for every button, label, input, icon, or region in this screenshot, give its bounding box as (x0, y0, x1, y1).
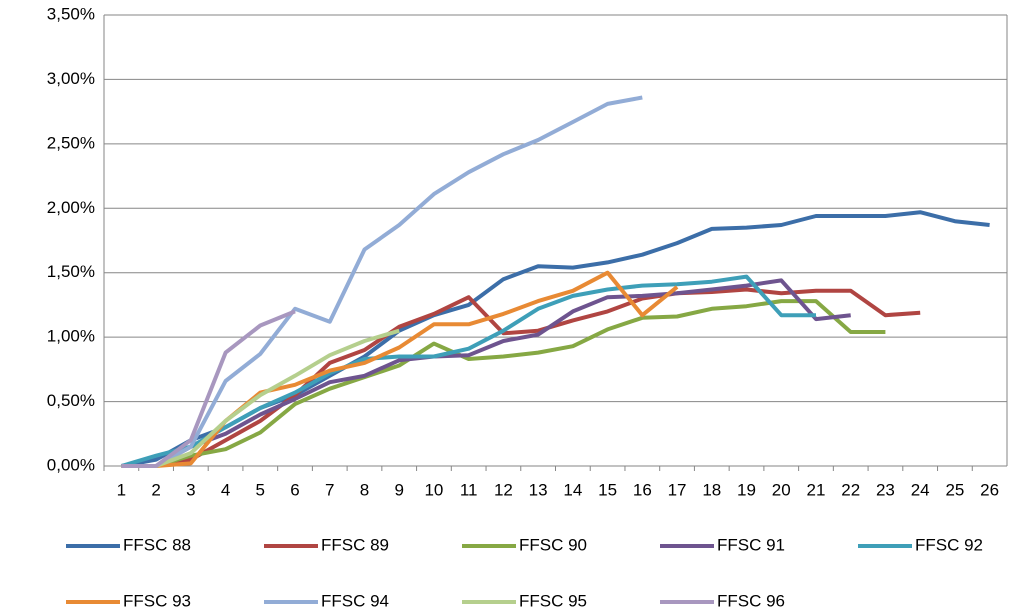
legend-label: FFSC 89 (321, 535, 389, 554)
x-tick-label: 18 (702, 480, 721, 499)
y-tick-label: 2,00% (47, 198, 95, 217)
x-tick-label: 12 (494, 480, 513, 499)
x-tick-label: 13 (529, 480, 548, 499)
legend-label: FFSC 93 (123, 591, 191, 610)
series-line (121, 287, 921, 468)
x-tick-label: 9 (394, 480, 403, 499)
x-tick-label: 24 (911, 480, 930, 499)
x-tick-label: 21 (807, 480, 826, 499)
legend-label: FFSC 91 (717, 535, 785, 554)
x-tick-label: 26 (980, 480, 999, 499)
y-tick-label: 2,50% (47, 133, 95, 152)
x-tick-label: 4 (221, 480, 230, 499)
x-tick-label: 20 (772, 480, 791, 499)
legend-label: FFSC 94 (321, 591, 389, 610)
x-tick-label: 11 (460, 480, 478, 499)
series-line (121, 270, 679, 468)
y-tick-label: 0,50% (47, 391, 95, 410)
x-tick-label: 25 (945, 480, 964, 499)
legend-label: FFSC 96 (717, 591, 785, 610)
x-tick-label: 14 (563, 480, 582, 499)
x-tick-label: 22 (841, 480, 860, 499)
y-tick-label: 1,50% (47, 262, 95, 281)
series-line (120, 274, 816, 468)
legend-label: FFSC 88 (123, 535, 191, 554)
y-tick-label: 3,50% (47, 4, 95, 23)
x-tick-label: 2 (151, 480, 160, 499)
y-tick-label: 0,00% (47, 455, 95, 474)
series-line (121, 328, 400, 468)
x-tick-label: 19 (737, 480, 756, 499)
series-line (121, 95, 643, 468)
x-tick-label: 5 (256, 480, 265, 499)
x-tick-label: 23 (876, 480, 895, 499)
y-tick-label: 1,00% (47, 327, 95, 346)
x-tick-label: 3 (186, 480, 195, 499)
legend-label: FFSC 95 (519, 591, 587, 610)
x-tick-label: 1 (117, 480, 126, 499)
series-line (121, 299, 886, 468)
x-tick-label: 6 (290, 480, 299, 499)
x-tick-label: 7 (325, 480, 334, 499)
series-line (121, 309, 296, 468)
x-tick-label: 17 (668, 480, 687, 499)
legend-label: FFSC 90 (519, 535, 587, 554)
y-tick-label: 3,00% (47, 69, 95, 88)
x-tick-label: 16 (633, 480, 652, 499)
x-tick-label: 8 (360, 480, 369, 499)
x-tick-label: 10 (424, 480, 443, 499)
legend-label: FFSC 92 (915, 535, 983, 554)
x-tick-label: 15 (598, 480, 617, 499)
series-line (121, 278, 851, 468)
